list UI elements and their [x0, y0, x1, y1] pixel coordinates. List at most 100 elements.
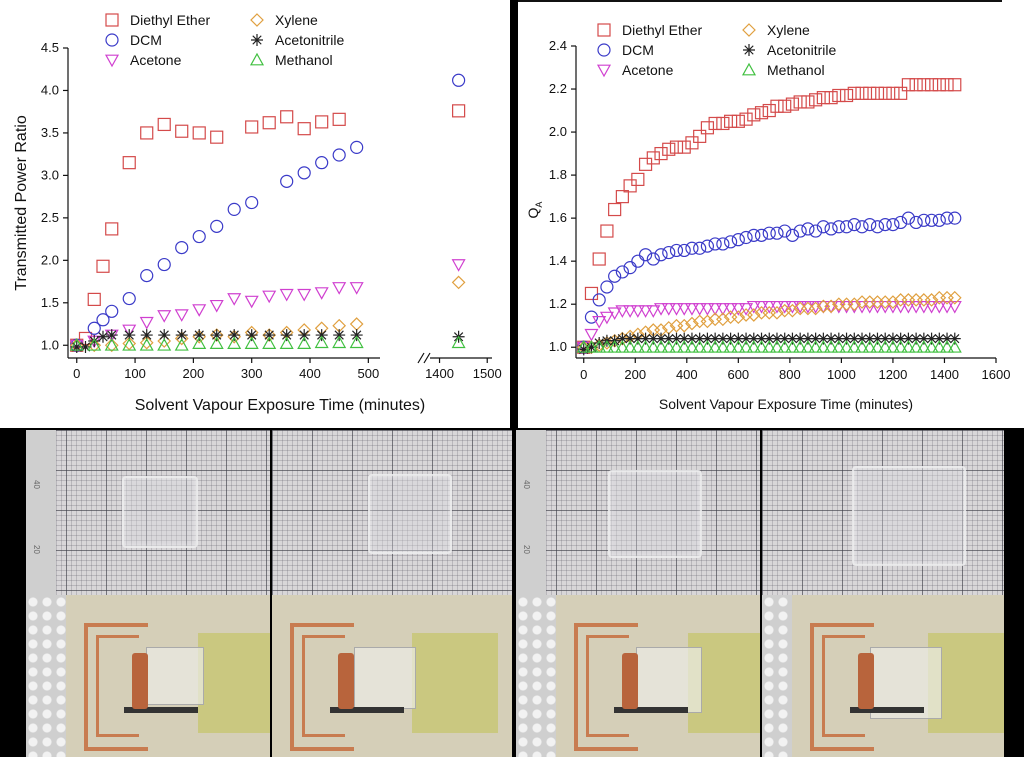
- resonator-trace-inner: [302, 635, 345, 737]
- point-methanol: [862, 340, 877, 353]
- y-tick-label: 2.2: [549, 81, 567, 96]
- point-acetone: [174, 309, 189, 322]
- point-acetonitrile: [624, 332, 637, 345]
- point-acetonitrile: [123, 329, 136, 342]
- point-diethyl-ether: [801, 95, 815, 109]
- y-tick-label: 2.0: [549, 124, 567, 139]
- point-acetonitrile: [210, 329, 223, 342]
- point-acetone: [916, 300, 931, 314]
- point-xylene: [924, 293, 939, 307]
- grid-photo-1: 40 20: [26, 430, 270, 595]
- point-methanol: [661, 340, 676, 353]
- capacitor: [858, 653, 874, 709]
- point-dcm: [677, 243, 691, 258]
- point-acetonitrile: [794, 332, 807, 345]
- polymer-film: [146, 647, 204, 705]
- point-acetonitrile: [778, 332, 791, 345]
- grid-photo-3: 40 20: [516, 430, 760, 595]
- resonator-trace: [84, 623, 148, 751]
- legend-marker-acetonitrile: [251, 34, 263, 46]
- point-dcm: [654, 248, 668, 262]
- point-acetonitrile: [693, 332, 706, 345]
- point-dcm: [824, 222, 838, 236]
- point-diethyl-ether: [901, 78, 915, 92]
- grid-scale-label: 40: [521, 480, 531, 489]
- point-methanol: [615, 340, 630, 353]
- point-methanol: [762, 340, 777, 353]
- point-methanol: [262, 336, 277, 349]
- point-dcm: [731, 233, 745, 247]
- point-acetonitrile: [848, 332, 861, 345]
- point-acetone: [157, 310, 172, 323]
- point-methanol: [839, 340, 854, 353]
- point-methanol: [69, 338, 84, 351]
- point-methanol: [746, 340, 761, 353]
- point-dcm: [297, 166, 311, 180]
- point-diethyl-ether: [832, 88, 846, 103]
- point-acetone: [739, 303, 754, 316]
- x-tick-label: 400: [676, 367, 698, 382]
- resonator-trace-inner: [822, 635, 865, 737]
- point-acetonitrile: [740, 332, 753, 345]
- point-acetone: [677, 303, 692, 316]
- legend-marker-methanol: [741, 62, 757, 76]
- point-methanol: [793, 340, 808, 353]
- y-tick-label: 2.4: [549, 38, 567, 53]
- point-acetone: [654, 303, 669, 316]
- point-acetonitrile: [755, 332, 768, 345]
- point-methanol: [576, 340, 591, 353]
- point-acetonitrile: [140, 329, 153, 342]
- y-tick-label: 1.0: [41, 337, 59, 352]
- point-acetonitrile: [193, 329, 206, 342]
- point-dcm: [638, 248, 653, 262]
- point-acetone: [669, 303, 684, 316]
- y-tick-label: 1.6: [549, 210, 567, 225]
- point-diethyl-ether: [600, 224, 614, 238]
- legend-label-xylene: Xylene: [767, 22, 810, 38]
- point-dcm: [832, 220, 846, 234]
- point-acetonitrile: [678, 332, 691, 345]
- point-xylene: [349, 317, 364, 331]
- point-dcm: [917, 213, 931, 227]
- point-acetone: [139, 316, 154, 330]
- point-acetonitrile: [639, 332, 652, 345]
- point-acetone: [700, 303, 715, 316]
- x-tick-label: 1600: [982, 367, 1011, 382]
- point-xylene: [731, 310, 746, 324]
- legend-label-acetonitrile: Acetonitrile: [767, 42, 836, 58]
- point-dcm: [878, 217, 892, 232]
- point-acetonitrile: [655, 332, 668, 345]
- point-xylene: [746, 308, 761, 322]
- point-methanol: [901, 340, 916, 353]
- point-xylene: [174, 331, 189, 346]
- point-dcm: [886, 217, 900, 232]
- point-diethyl-ether: [754, 106, 769, 120]
- sample-square: [122, 476, 198, 548]
- perforated-background: [762, 595, 792, 757]
- point-diethyl-ether: [894, 86, 908, 100]
- point-diethyl-ether: [245, 120, 259, 134]
- point-acetone: [769, 300, 785, 314]
- point-diethyl-ether: [816, 91, 830, 105]
- point-acetone: [638, 305, 653, 318]
- point-acetone: [607, 307, 622, 321]
- y-axis-label: Transmitted Power Ratio: [13, 115, 30, 291]
- point-methanol: [684, 340, 699, 353]
- y-tick-label: 2.5: [41, 210, 59, 225]
- point-diethyl-ether: [770, 99, 784, 113]
- capacitor: [132, 653, 148, 709]
- point-dcm: [192, 229, 206, 244]
- sample-square: [852, 466, 966, 566]
- point-diethyl-ether: [708, 116, 722, 131]
- legend-label-methanol: Methanol: [767, 62, 825, 78]
- device-photo-2: [272, 595, 512, 757]
- capacitor: [622, 653, 638, 709]
- point-dcm: [615, 265, 629, 279]
- y-axis-label: QA: [525, 202, 544, 219]
- point-diethyl-ether: [280, 110, 294, 124]
- point-diethyl-ether: [724, 114, 738, 128]
- legend-marker-methanol: [249, 52, 265, 66]
- point-acetonitrile: [593, 336, 606, 349]
- legend-label-acetone: Acetone: [130, 52, 182, 68]
